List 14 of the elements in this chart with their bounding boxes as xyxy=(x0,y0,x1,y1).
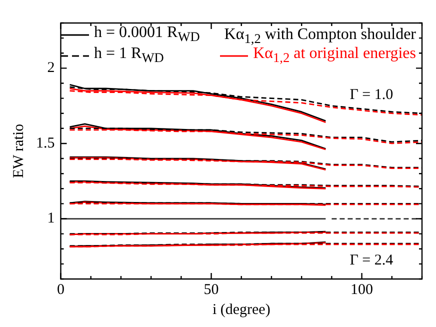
annotation: Γ = 2.4 xyxy=(350,252,394,268)
y-tick-label: 2 xyxy=(47,60,55,76)
x-tick-label: 50 xyxy=(204,282,219,298)
legend-label: h = 0.0001 R$_{WD}$ xyxy=(94,24,200,44)
y-tick-label: 1.5 xyxy=(36,135,55,152)
legend-label: Kα$_{1,2}$ at original energies xyxy=(253,44,416,68)
legend-label: h = 1 R$_{WD}$ xyxy=(94,44,164,68)
annotation: Kα$_{1,2}$ with Compton shoulder xyxy=(223,25,416,46)
y-axis-title: EW ratio xyxy=(10,124,27,178)
annotation: Γ = 1.0 xyxy=(350,86,394,103)
x-tick-label: 0 xyxy=(57,282,64,298)
y-tick-label: 1 xyxy=(47,210,55,227)
x-tick-label: 100 xyxy=(350,282,374,298)
x-axis-title: i (degree) xyxy=(212,302,270,318)
